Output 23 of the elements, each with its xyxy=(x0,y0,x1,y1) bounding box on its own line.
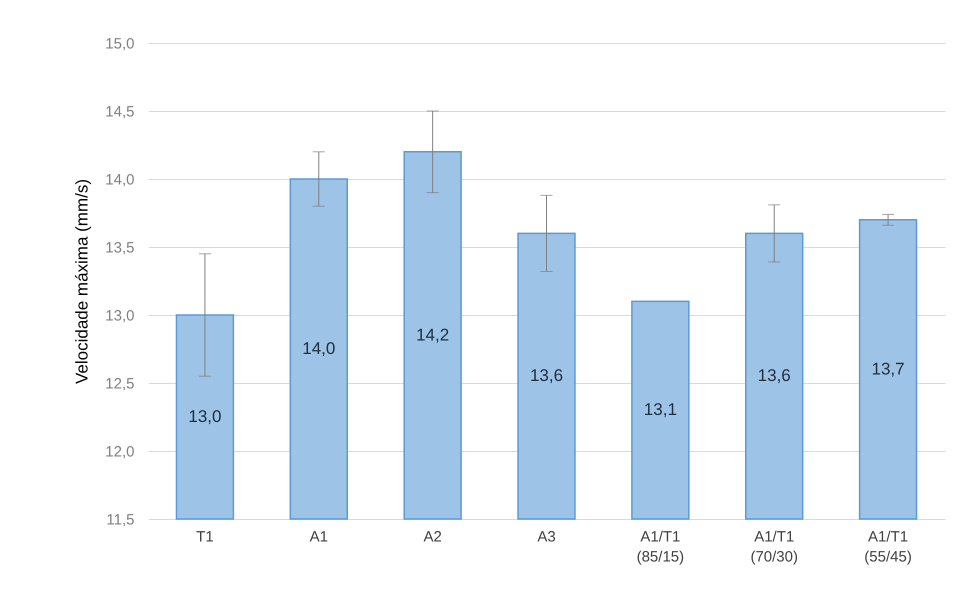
x-tick-label: A3 xyxy=(537,528,556,546)
data-label: 13,7 xyxy=(872,359,905,378)
y-tick-label: 14,0 xyxy=(105,172,134,188)
data-label: 13,0 xyxy=(188,407,222,426)
y-axis-title: Velocidade máxima (mm/s) xyxy=(72,178,92,384)
data-label: 13,6 xyxy=(758,366,791,386)
y-tick-label: 13,5 xyxy=(105,240,134,256)
x-tick-label: A1 xyxy=(310,528,328,546)
y-tick-label: 12,0 xyxy=(105,444,134,460)
y-tick-label: 12,5 xyxy=(105,376,134,392)
x-tick-label: T1 xyxy=(196,528,214,546)
data-label: 14,2 xyxy=(416,325,450,344)
x-tick-label: A1/T1 (85/15) xyxy=(636,528,684,566)
y-tick-label: 15,0 xyxy=(105,36,134,52)
y-tick-label: 13,0 xyxy=(105,308,134,324)
data-label: 14,0 xyxy=(302,339,336,358)
y-tick-label: 14,5 xyxy=(105,104,134,120)
y-tick-label: 11,5 xyxy=(106,512,134,528)
data-label: 13,1 xyxy=(644,400,677,420)
x-tick-label: A1/T1 (70/30) xyxy=(750,528,798,566)
x-tick-label: A2 xyxy=(423,528,442,546)
data-label: 13,6 xyxy=(530,366,564,386)
x-tick-label: A1/T1 (55/45) xyxy=(864,528,912,566)
